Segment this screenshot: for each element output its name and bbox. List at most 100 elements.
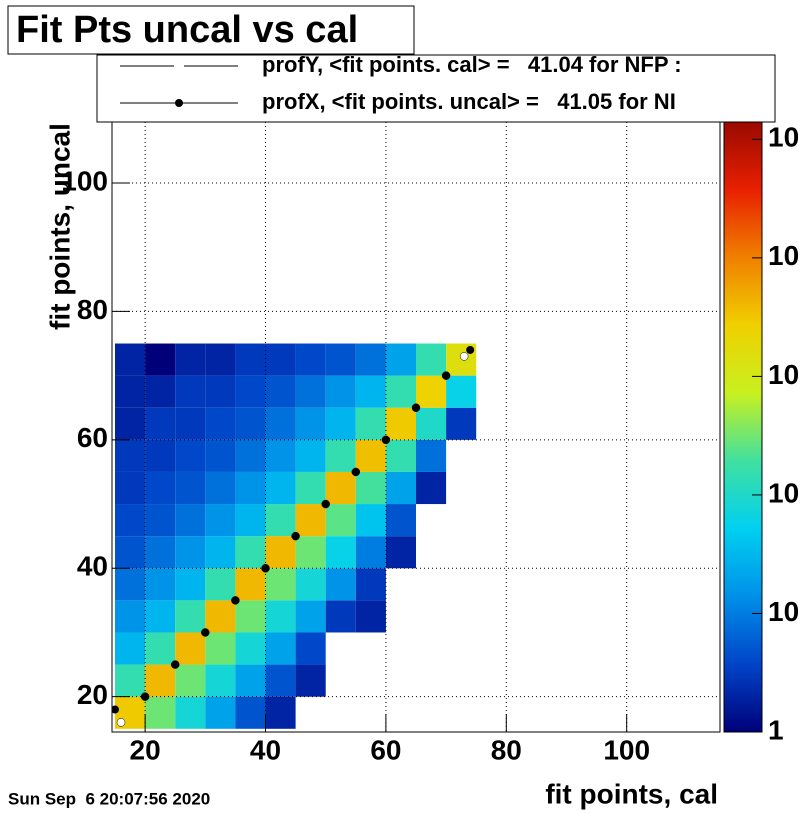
heatmap-cell: [115, 632, 146, 665]
profile-point: [261, 564, 270, 573]
heatmap-cell: [385, 504, 416, 537]
heatmap-cell: [385, 536, 416, 569]
heatmap-cell: [235, 504, 266, 537]
profile-point: [412, 403, 420, 412]
heatmap-cell: [265, 568, 296, 601]
heatmap-cell: [385, 439, 416, 472]
heatmap-cell: [205, 343, 236, 376]
profiles: [112, 345, 475, 727]
heatmap-cell: [416, 343, 447, 376]
heatmap-cell: [145, 664, 176, 697]
legend-marker: [175, 99, 183, 107]
y-tick-label: 40: [77, 551, 108, 582]
heatmap-cell: [385, 343, 416, 376]
x-tick-label: 80: [491, 734, 522, 765]
heatmap-cell: [145, 632, 176, 665]
heatmap-cell: [235, 407, 266, 440]
legend-label: profY, <fit points. cal> = 41.04 for NFP…: [262, 52, 682, 77]
heatmap-cell: [205, 568, 236, 601]
heatmap-cell: [175, 504, 206, 537]
heatmap-cell: [265, 439, 296, 472]
heatmap-cell: [295, 536, 326, 569]
heatmap-cell: [355, 471, 386, 505]
heatmap: [115, 343, 477, 729]
heatmap-cell: [115, 439, 146, 472]
heatmap-cell: [265, 375, 296, 408]
heatmap-cell: [235, 471, 266, 505]
z-tick-label: 1: [768, 714, 784, 745]
heatmap-cell: [115, 600, 146, 633]
heatmap-cell: [265, 504, 296, 537]
heatmap-cell: [355, 439, 386, 472]
heatmap-cell: [325, 375, 356, 408]
heatmap-cell: [235, 439, 266, 472]
heatmap-cell: [235, 536, 266, 569]
heatmap-cell: [235, 632, 266, 665]
heatmap-cell: [175, 439, 206, 472]
heatmap-cell: [175, 375, 206, 408]
z-tick-label: 10: [768, 596, 799, 627]
heatmap-cell: [175, 536, 206, 569]
heatmap-cell: [145, 471, 176, 505]
heatmap-cell: [235, 568, 266, 601]
heatmap-cell: [355, 343, 386, 376]
heatmap-cell: [295, 600, 326, 633]
heatmap-cell: [355, 600, 386, 633]
profile-point: [381, 435, 390, 444]
heatmap-cell: [145, 407, 176, 440]
heatmap-cell: [235, 600, 266, 633]
heatmap-cell: [235, 696, 266, 729]
heatmap-cell: [265, 664, 296, 697]
y-tick-label: 80: [77, 294, 108, 325]
heatmap-cell: [145, 536, 176, 569]
color-bar: [723, 121, 763, 733]
heatmap-cell: [295, 439, 326, 472]
y-tick-label: 100: [61, 165, 108, 196]
heatmap-cell: [205, 504, 236, 537]
z-tick-label: 10: [768, 359, 799, 390]
profile-point: [171, 660, 180, 669]
profile-point: [351, 467, 360, 476]
heatmap-cell: [325, 439, 356, 472]
profile-point: [116, 718, 126, 727]
heatmap-cell: [295, 664, 326, 697]
heatmap-cell: [325, 568, 356, 601]
heatmap-cell: [145, 375, 176, 408]
heatmap-cell: [115, 536, 146, 569]
x-tick-label: 100: [603, 734, 650, 765]
heatmap-cell: [295, 568, 326, 601]
heatmap-cell: [145, 568, 176, 601]
title-box: [7, 5, 415, 55]
profile-point: [442, 371, 451, 380]
heatmap-cell: [325, 600, 356, 633]
y-axis-label: fit points, uncal: [44, 123, 75, 330]
heatmap-cell: [446, 407, 477, 440]
heatmap-cell: [355, 407, 386, 440]
heatmap-cell: [145, 439, 176, 472]
heatmap-cell: [446, 375, 477, 408]
heatmap-cell: [325, 536, 356, 569]
heatmap-cell: [416, 439, 447, 472]
heatmap-cell: [205, 664, 236, 697]
heatmap-cell: [355, 568, 386, 601]
timestamp: Sun Sep 6 20:07:56 2020: [8, 789, 210, 808]
heatmap-cell: [205, 375, 236, 408]
heatmap-cell: [385, 375, 416, 408]
profile-point: [466, 345, 475, 354]
heatmap-cell: [235, 375, 266, 408]
heatmap-cell: [205, 471, 236, 505]
heatmap-cell: [416, 375, 447, 408]
grid: [112, 122, 720, 732]
heatmap-cell: [115, 568, 146, 601]
heatmap-cell: [145, 504, 176, 537]
heatmap-cell: [175, 343, 206, 376]
heatmap-cell: [385, 471, 416, 505]
z-tick-label: 10: [768, 477, 799, 508]
heatmap-cell: [295, 407, 326, 440]
heatmap-cell: [325, 471, 356, 505]
heatmap-cell: [205, 439, 236, 472]
legend-label: profX, <fit points. uncal> = 41.05 for N…: [262, 89, 676, 114]
heatmap-cell: [416, 407, 447, 440]
heatmap-cell: [115, 504, 146, 537]
